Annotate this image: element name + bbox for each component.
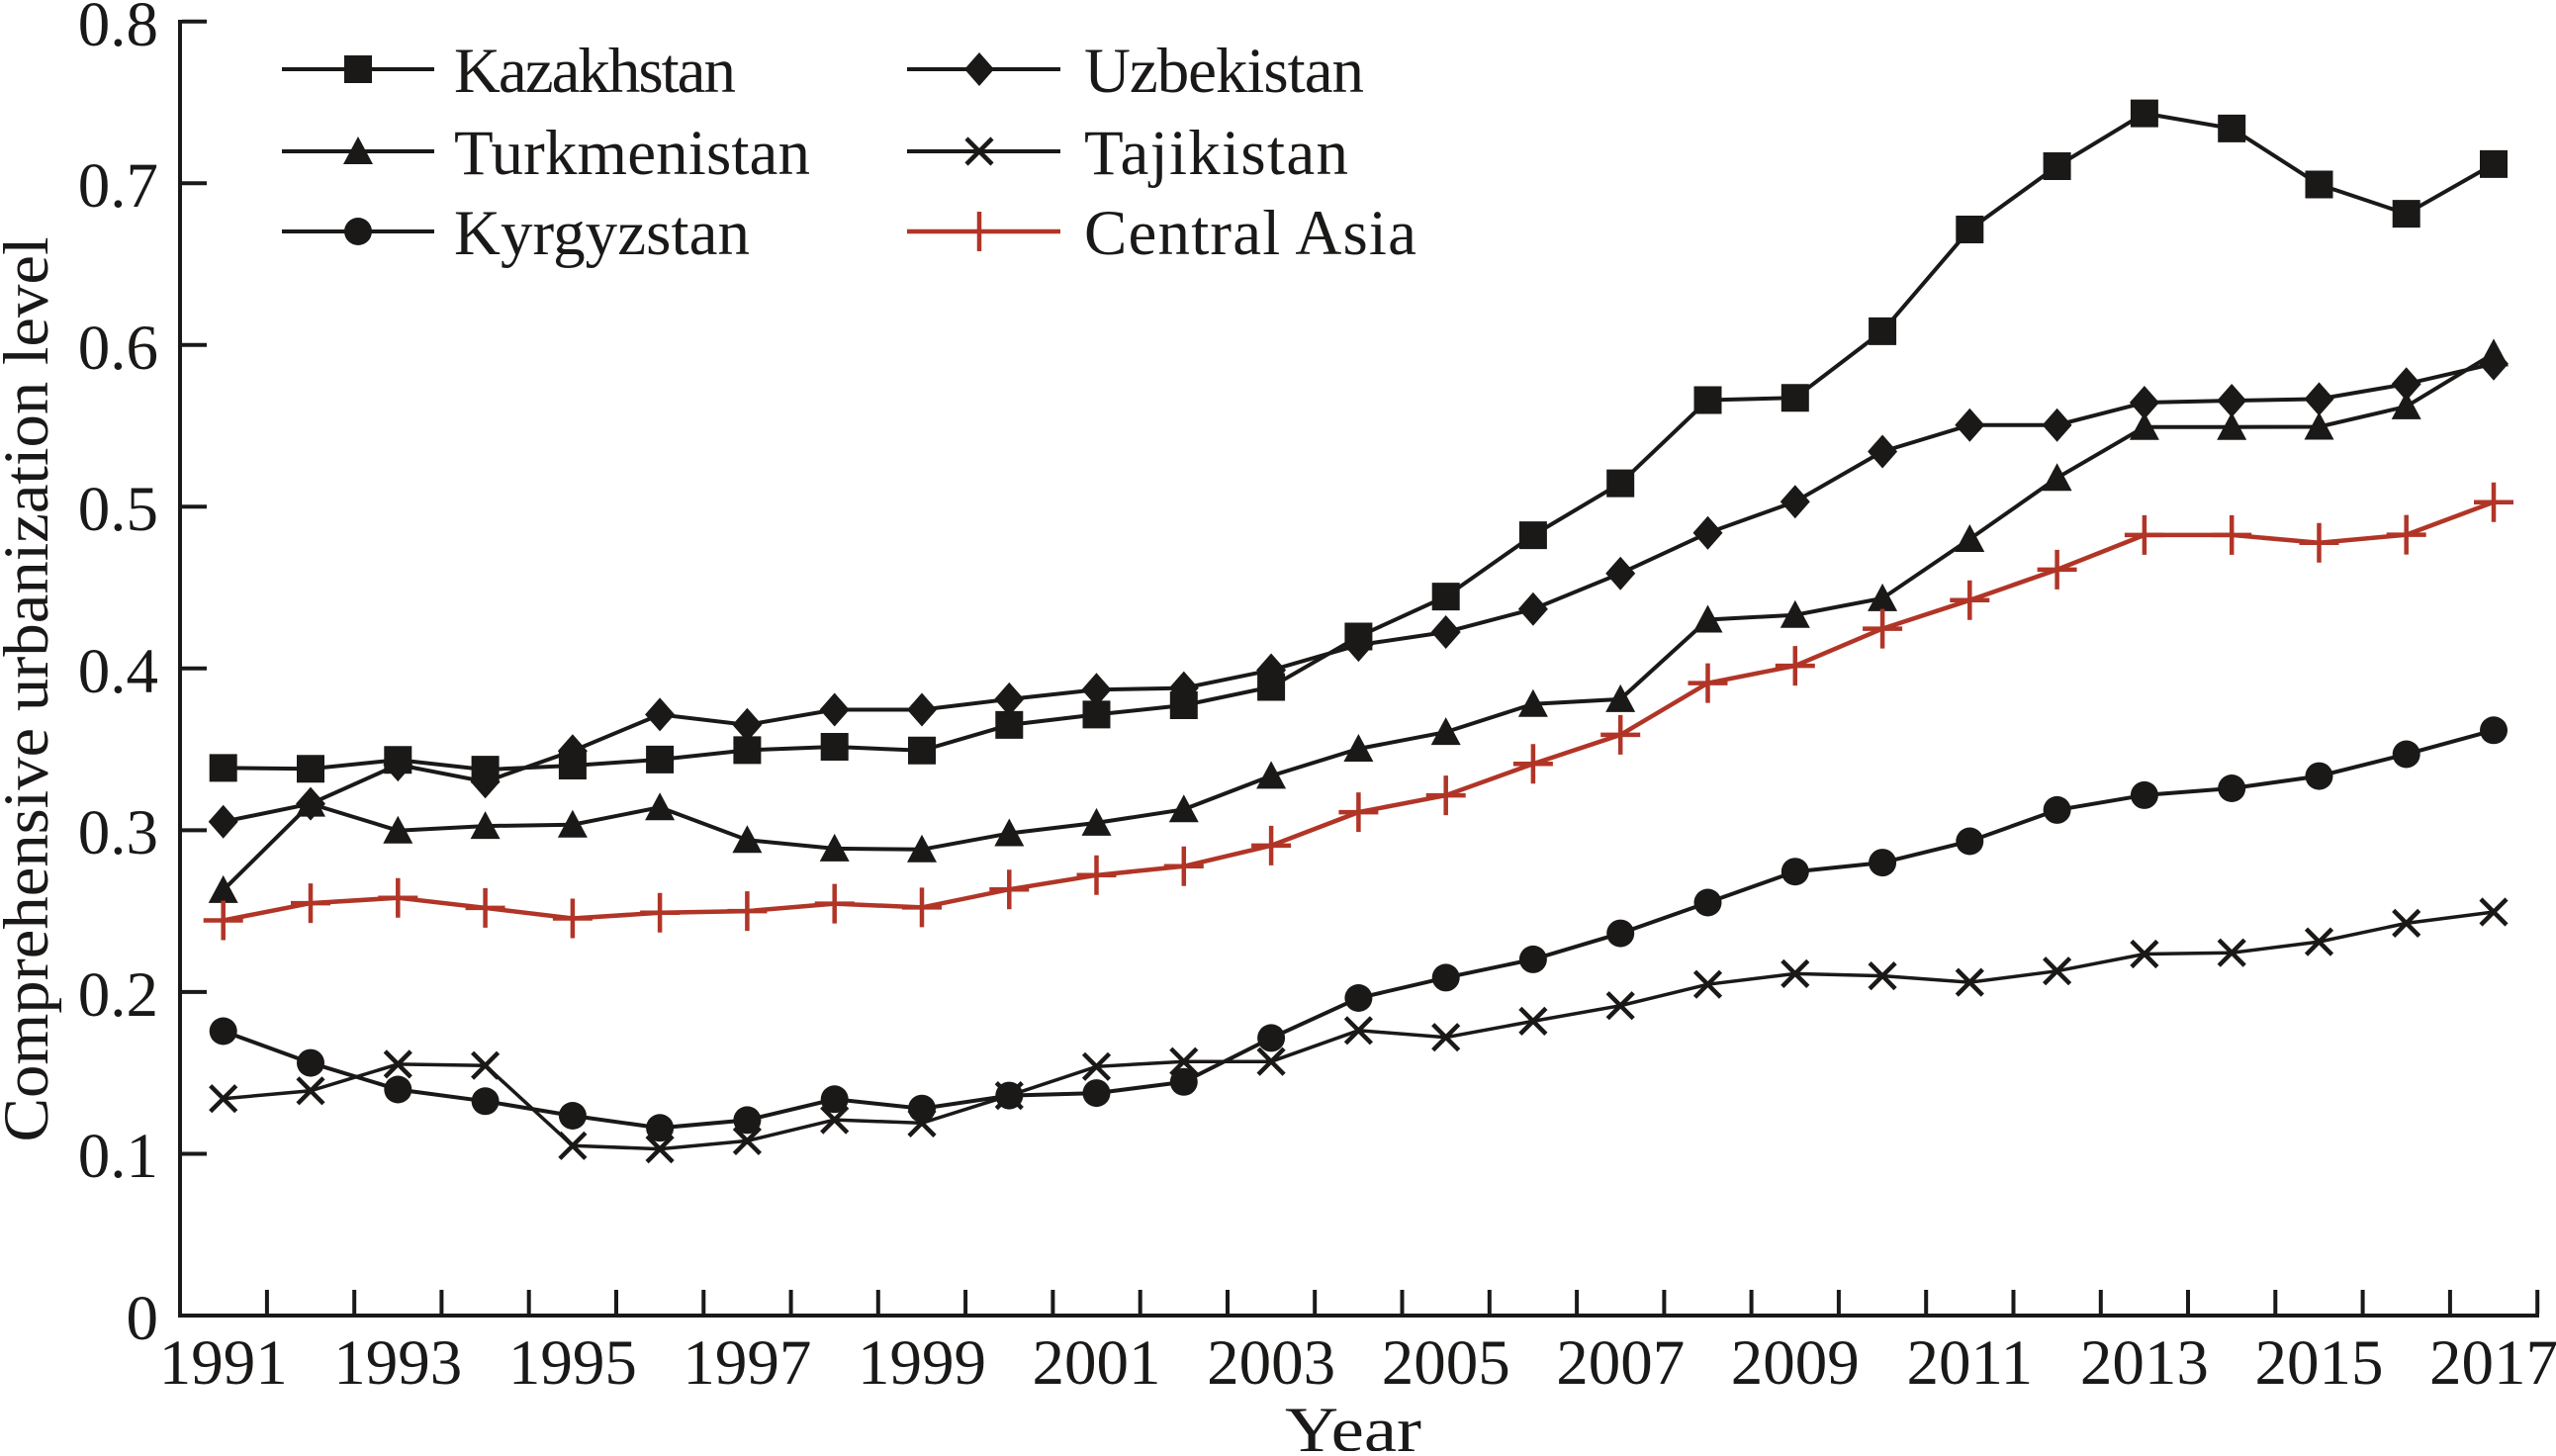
svg-text:0.5: 0.5 [78,474,158,545]
svg-text:0.6: 0.6 [78,313,158,384]
svg-text:2013: 2013 [2080,1327,2209,1399]
svg-text:2003: 2003 [1207,1327,1335,1399]
svg-text:Kyrgyzstan: Kyrgyzstan [454,198,750,269]
svg-text:1997: 1997 [683,1327,811,1399]
svg-text:1995: 1995 [508,1327,637,1399]
svg-text:1991: 1991 [159,1327,288,1399]
svg-text:Kazakhstan: Kazakhstan [454,36,736,107]
svg-text:1999: 1999 [858,1327,986,1399]
svg-text:0.3: 0.3 [78,797,158,868]
svg-text:0.4: 0.4 [78,636,158,707]
svg-text:0.8: 0.8 [78,0,158,60]
svg-text:Central Asia: Central Asia [1084,198,1416,269]
svg-text:2015: 2015 [2255,1327,2384,1399]
svg-text:0.2: 0.2 [78,959,158,1031]
svg-text:2017: 2017 [2429,1327,2556,1399]
svg-text:1993: 1993 [333,1327,462,1399]
svg-text:2001: 2001 [1033,1327,1161,1399]
svg-text:Turkmenistan: Turkmenistan [454,118,810,189]
svg-text:0.7: 0.7 [78,150,158,222]
svg-text:2011: 2011 [1907,1327,2034,1399]
svg-text:Comprehensive urbanization lev: Comprehensive urbanization level [0,236,62,1141]
svg-text:Uzbekistan: Uzbekistan [1084,36,1364,107]
svg-text:Tajikistan: Tajikistan [1084,118,1348,189]
svg-text:2007: 2007 [1556,1327,1685,1399]
svg-text:0: 0 [127,1283,159,1354]
svg-text:Year: Year [1285,1395,1421,1451]
svg-text:2009: 2009 [1731,1327,1860,1399]
svg-text:2005: 2005 [1382,1327,1510,1399]
svg-text:0.1: 0.1 [78,1121,158,1192]
